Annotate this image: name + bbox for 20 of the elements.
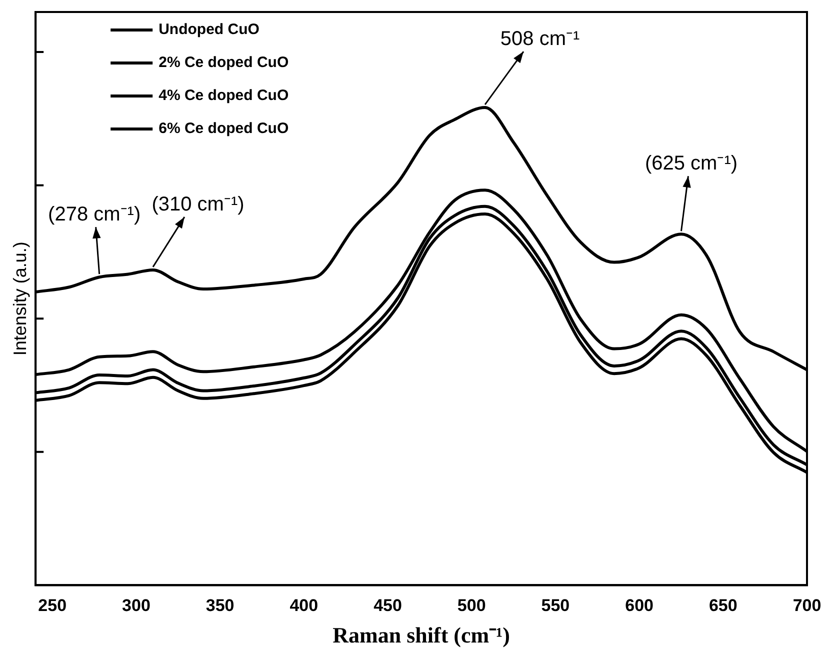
annotation: (625 cm⁻¹) [644,152,738,175]
annotation: (310 cm⁻¹) [152,193,244,216]
annotation: (278 cm⁻¹) [48,204,141,226]
x-tick-label: 700 [792,596,822,616]
x-tick-label: 350 [206,596,234,616]
legend-label: 6% Ce doped CuO [158,120,289,138]
x-tick-label: 550 [541,596,570,616]
x-tick-label: 300 [122,596,150,616]
x-axis-title: Raman shift (cm⁻¹) [332,622,510,648]
x-tick-label: 500 [457,596,486,616]
x-tick-label: 600 [625,596,654,616]
y-axis-title: Intensity (a.u.) [10,242,30,356]
x-tick-label: 250 [38,596,67,616]
annotation: 508 cm⁻¹ [500,28,580,50]
x-tick-label: 450 [374,596,402,616]
legend-label: 4% Ce doped CuO [158,87,289,104]
x-tick-label: 400 [290,596,318,616]
legend-label: 2% Ce doped CuO [158,54,289,72]
legend-label: Undoped CuO [158,21,260,38]
x-tick-label: 650 [708,596,738,616]
